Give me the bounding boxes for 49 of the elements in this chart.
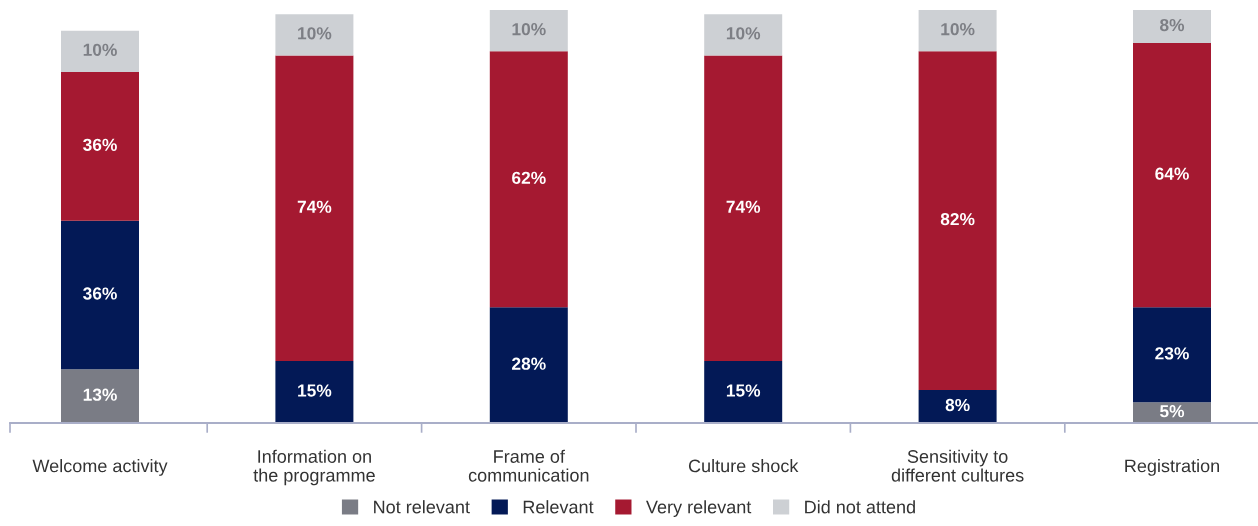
x-tick-label: Information on the programme	[253, 449, 375, 486]
x-tick-label: Culture shock	[688, 459, 799, 473]
data-label: 5%	[1159, 405, 1185, 418]
bar	[704, 14, 783, 56]
bar	[61, 369, 139, 423]
data-label: 74%	[726, 200, 761, 213]
bar	[918, 10, 997, 52]
legend-label: Very relevant	[646, 500, 752, 517]
data-label: 36%	[83, 138, 117, 151]
data-label: 23%	[1155, 347, 1189, 360]
data-label: 10%	[83, 43, 117, 56]
legend-label: Did not attend	[805, 500, 915, 514]
data-label: 82%	[940, 213, 975, 226]
bar	[1133, 10, 1211, 44]
data-label: 62%	[512, 171, 546, 184]
bar	[61, 220, 139, 370]
bar	[275, 55, 354, 362]
data-label: 36%	[83, 287, 117, 300]
data-label: 28%	[512, 357, 546, 370]
data-label: 74%	[297, 200, 332, 213]
data-label: 10%	[941, 23, 975, 36]
data-label: 64%	[1155, 167, 1189, 180]
bar	[61, 30, 139, 72]
data-label: 10%	[512, 23, 546, 36]
bar	[918, 51, 997, 390]
data-label: 15%	[726, 384, 761, 397]
data-label: 10%	[298, 27, 332, 40]
bar	[1133, 307, 1211, 403]
bar	[918, 389, 997, 423]
bar	[704, 361, 783, 423]
bar	[489, 10, 568, 52]
bar	[704, 55, 783, 362]
bar	[489, 51, 568, 308]
x-tick-label: Registration	[1125, 459, 1219, 476]
legend-label: Relevant	[523, 500, 594, 514]
data-label: 13%	[83, 388, 117, 401]
data-label: 10%	[726, 27, 761, 40]
data-label: 8%	[945, 398, 970, 412]
x-tick-label: Sensitivity to different cultures	[891, 449, 1024, 482]
data-label: 15%	[298, 384, 332, 397]
data-label: 8%	[1160, 18, 1185, 32]
x-tick-label: Welcome activity	[32, 459, 168, 476]
bar	[275, 361, 354, 423]
legend-label: Not relevant	[374, 500, 470, 514]
bar	[61, 71, 139, 221]
bar	[1133, 43, 1211, 308]
bar	[275, 14, 354, 56]
bar	[489, 307, 568, 423]
x-tick-label: Frame of communication	[468, 449, 589, 482]
